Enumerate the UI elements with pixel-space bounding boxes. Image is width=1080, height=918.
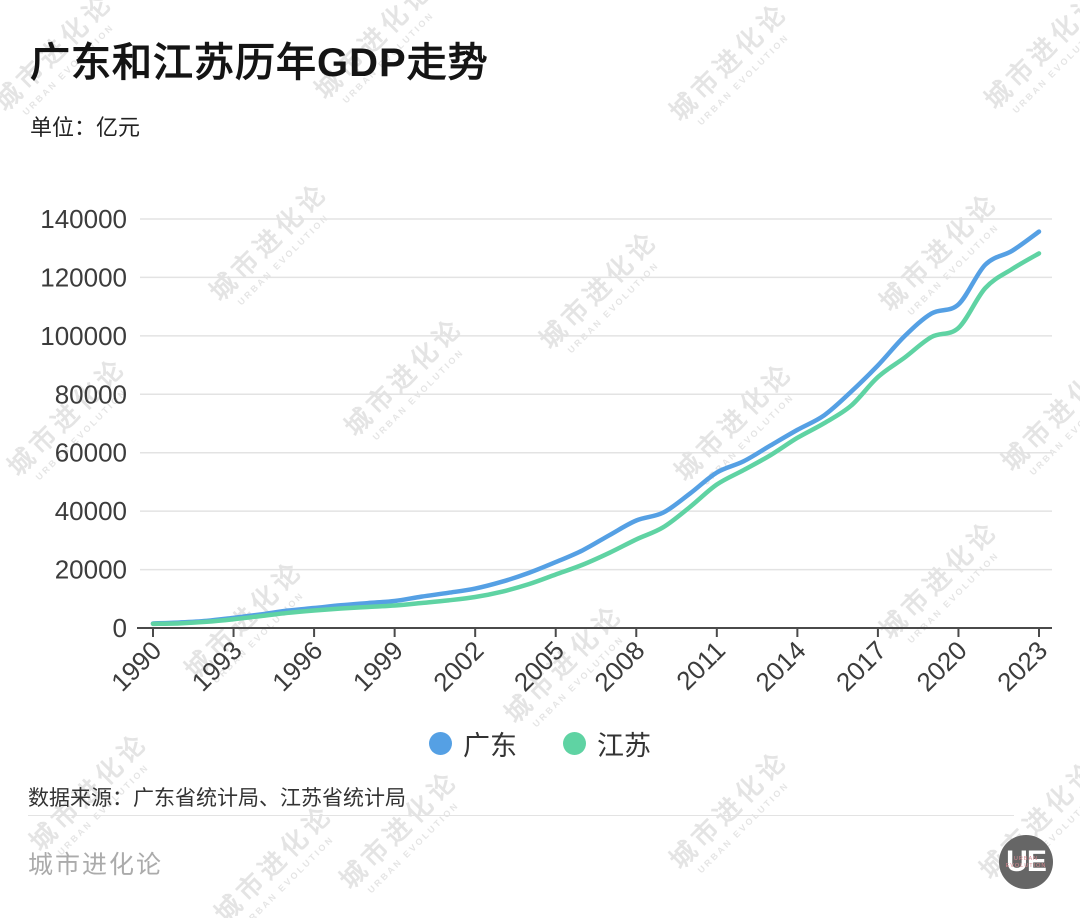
legend-label-jiangsu: 江苏: [597, 731, 651, 761]
legend-dot-guangdong-icon: [429, 732, 452, 755]
logo-subtext: URBAN EVOLUTION: [1005, 856, 1047, 869]
svg-text:120000: 120000: [40, 262, 127, 292]
svg-text:1993: 1993: [186, 635, 248, 697]
legend-item-guangdong[interactable]: 广东: [429, 724, 517, 763]
svg-text:60000: 60000: [55, 438, 127, 468]
svg-text:2005: 2005: [508, 635, 570, 697]
svg-text:2014: 2014: [749, 635, 811, 697]
brand-logo-icon: UE URBAN EVOLUTION: [999, 835, 1053, 889]
svg-text:100000: 100000: [40, 321, 127, 351]
gdp-line-chart: 0 20000 40000 60000 80000 100000 120000 140000 1…: [40, 204, 1053, 697]
svg-text:2017: 2017: [830, 635, 892, 697]
data-source: 数据来源：广东省统计局、江苏省统计局: [28, 787, 406, 810]
unit-label: 单位：亿元: [30, 115, 141, 140]
footer-divider: [28, 815, 1014, 816]
svg-text:1990: 1990: [105, 635, 167, 697]
svg-text:80000: 80000: [55, 379, 127, 409]
brand-footer: 城市进化论: [28, 851, 164, 879]
svg-text:40000: 40000: [55, 496, 127, 526]
svg-text:20000: 20000: [55, 555, 127, 585]
svg-text:2020: 2020: [911, 635, 973, 697]
page-title: 广东和江苏历年GDP走势: [30, 41, 489, 85]
svg-text:2011: 2011: [670, 635, 731, 696]
legend-dot-jiangsu-icon: [563, 732, 586, 755]
svg-text:140000: 140000: [40, 204, 127, 234]
logo-ue-text: UE: [1006, 845, 1047, 878]
legend-label-guangdong: 广东: [463, 731, 517, 761]
svg-text:1999: 1999: [347, 635, 409, 697]
svg-text:1996: 1996: [266, 635, 328, 697]
svg-text:2008: 2008: [588, 635, 650, 697]
svg-text:0: 0: [113, 613, 127, 643]
legend-item-jiangsu[interactable]: 江苏: [563, 724, 651, 763]
svg-text:2002: 2002: [427, 635, 489, 697]
chart-legend: 广东 江苏: [0, 724, 1080, 763]
svg-text:2023: 2023: [991, 635, 1053, 697]
